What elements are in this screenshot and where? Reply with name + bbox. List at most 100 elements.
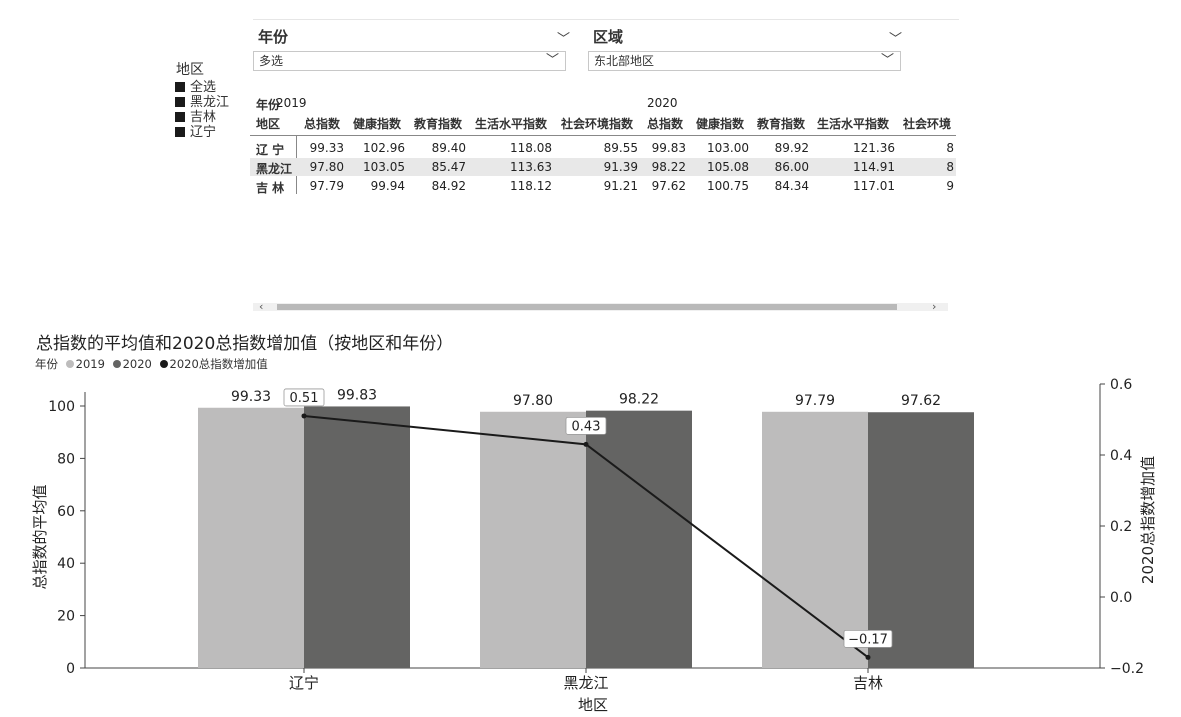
legend-label-2019: 2019: [75, 357, 105, 371]
y-tick-label-left: 40: [57, 556, 75, 572]
matrix-col-header: 社会环境: [903, 117, 952, 131]
chart-legend: 年份 2019 2020 2020总指数增加值: [35, 356, 268, 372]
y-tick-label-left: 20: [57, 609, 75, 625]
year-dropdown[interactable]: 多选 ﹀: [253, 51, 566, 71]
matrix-col-header: 生活水平指数: [475, 117, 548, 131]
bar-data-label: 99.33: [231, 389, 271, 405]
region-slicer-collapse-icon[interactable]: ﹀: [889, 32, 903, 47]
line-point: [301, 413, 307, 419]
region-dropdown-value: 东北部地区: [594, 54, 655, 68]
legend-dot-increase: [159, 360, 168, 368]
table-cell: 86.00: [774, 160, 809, 174]
matrix-col-header: 社会环境指数: [561, 117, 634, 131]
matrix-col-header: 生活水平指数: [817, 117, 890, 131]
area-item-liaoning[interactable]: 辽宁: [175, 125, 229, 140]
table-cell: 102.96: [363, 141, 405, 155]
table-cell: 9: [946, 179, 954, 193]
table-cell: 8: [946, 160, 954, 174]
matrix-col-header: 教育指数: [414, 117, 463, 131]
horizontal-scrollbar[interactable]: ‹ ›: [253, 300, 948, 313]
table-cell: 89.40: [431, 141, 466, 155]
checkbox-icon: [175, 97, 185, 107]
x-tick-label: 吉林: [853, 674, 883, 692]
table-cell: 89.92: [774, 141, 809, 155]
bar-2020-0: [304, 406, 410, 668]
table-cell: 103.00: [707, 141, 749, 155]
year-slicer-collapse-icon[interactable]: ﹀: [557, 32, 571, 47]
y-tick-label-left: 80: [57, 451, 75, 467]
table-cell: 89.55: [603, 141, 638, 155]
table-cell: 118.12: [510, 179, 552, 193]
legend-dot-2020: [112, 360, 121, 368]
table-cell: 85.47: [431, 160, 466, 174]
table-cell: 97.62: [651, 179, 686, 193]
table-cell: 91.39: [603, 160, 638, 174]
bar-data-label: 97.80: [513, 393, 553, 409]
matrix-col-header: 健康指数: [696, 117, 745, 131]
matrix-header-divider: [250, 135, 956, 136]
bar-2019-1: [480, 411, 586, 668]
matrix-year-2020: 2020: [647, 96, 678, 110]
matrix-col-header: 总指数: [304, 117, 341, 131]
chevron-down-icon: ﹀: [880, 53, 894, 68]
line-data-label: 0.51: [290, 391, 319, 406]
table-cell: 99.83: [651, 141, 686, 155]
bar-data-label: 97.62: [901, 393, 941, 409]
area-slicer-title: 地区: [176, 62, 204, 78]
x-tick-label: 辽宁: [289, 674, 319, 692]
table-cell: 121.36: [853, 141, 895, 155]
matrix-col-header: 健康指数: [353, 117, 402, 131]
table-cell: 84.92: [431, 179, 466, 193]
table-cell: 84.34: [774, 179, 809, 193]
scroll-left-icon[interactable]: ‹: [259, 300, 264, 313]
y-axis-title-left: 总指数的平均值: [31, 484, 49, 589]
y-tick-label-left: 100: [48, 399, 75, 415]
bar-data-label: 98.22: [619, 392, 659, 408]
y-tick-label-right: 0.0: [1110, 590, 1132, 606]
bar-data-label: 99.83: [337, 387, 377, 403]
table-cell: 100.75: [707, 179, 749, 193]
legend-title: 年份: [35, 357, 58, 371]
table-cell: 99.33: [309, 141, 344, 155]
table-cell: 118.08: [510, 141, 552, 155]
line-data-label: 0.43: [572, 419, 601, 434]
region-dropdown[interactable]: 东北部地区 ﹀: [588, 51, 901, 71]
region-slicer-title: 区域: [593, 28, 624, 46]
table-cell: 97.80: [309, 160, 344, 174]
chart-title: 总指数的平均值和2020总指数增加值（按地区和年份）: [36, 334, 454, 354]
line-label-box: [565, 416, 607, 435]
area-item-heilongjiang[interactable]: 黑龙江: [175, 95, 229, 110]
table-row-label: 黑龙江: [256, 162, 293, 176]
table-cell: 117.01: [853, 179, 895, 193]
scroll-right-icon[interactable]: ›: [932, 300, 937, 313]
slicer-top-border: [253, 19, 959, 20]
legend-label-2020: 2020: [122, 357, 152, 371]
table-row-highlight: [250, 158, 956, 176]
checkbox-icon: [175, 127, 185, 137]
table-cell: 97.79: [309, 179, 344, 193]
table-cell: 8: [946, 141, 954, 155]
matrix-year-2019: 2019: [276, 96, 307, 110]
year-dropdown-value: 多选: [259, 54, 284, 68]
table-cell: 114.91: [853, 160, 895, 174]
y-tick-label-right: 0.6: [1110, 377, 1132, 393]
y-tick-label-right: −0.2: [1110, 661, 1144, 677]
bar-data-label: 97.79: [795, 393, 835, 409]
scrollbar-thumb[interactable]: [277, 304, 897, 310]
bar-2020-2: [868, 412, 974, 668]
area-item-all[interactable]: 全选: [175, 80, 229, 95]
y-tick-label-left: 0: [66, 661, 75, 677]
chevron-down-icon: ﹀: [545, 53, 559, 68]
table-cell: 113.63: [510, 160, 552, 174]
line-point: [583, 441, 589, 447]
y-tick-label-left: 60: [57, 504, 75, 520]
y-tick-label-right: 0.2: [1110, 519, 1132, 535]
matrix-col-header: 教育指数: [757, 117, 806, 131]
matrix-row-header-year: 年份: [256, 98, 281, 112]
bar-2020-1: [586, 410, 692, 668]
table-cell: 103.05: [363, 160, 405, 174]
table-cell: 99.94: [370, 179, 405, 193]
area-item-jilin[interactable]: 吉林: [175, 110, 229, 125]
year-slicer-title: 年份: [258, 28, 289, 46]
